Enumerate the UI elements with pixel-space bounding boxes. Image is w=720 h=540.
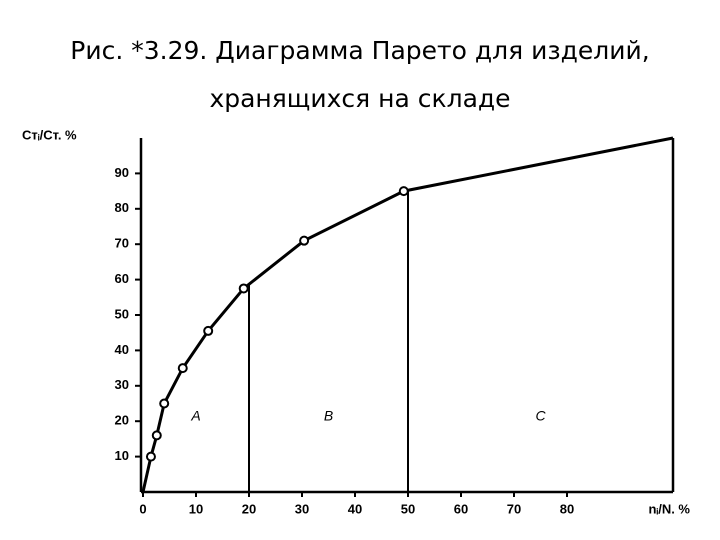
x-tick-label: 60: [454, 501, 468, 516]
x-tick-label: 10: [189, 501, 203, 516]
point-marker: [398, 186, 409, 197]
point-marker: [151, 430, 162, 441]
y-tick-label: 70: [115, 236, 129, 251]
y-tick-label: 40: [115, 342, 129, 357]
y-tick-label: 10: [115, 448, 129, 463]
point-marker: [177, 363, 188, 374]
point-marker: [203, 325, 214, 336]
y-tick-label: 50: [115, 306, 129, 321]
x-tick-label: 0: [139, 501, 146, 516]
point-marker: [299, 235, 310, 246]
x-tick-label: 30: [295, 501, 309, 516]
region-label: C: [535, 408, 546, 424]
y-axis-label: Стᵢ/Ст. %: [22, 127, 77, 142]
y-tick-label: 60: [115, 271, 129, 286]
x-axis-label: nᵢ/N. %: [648, 501, 690, 516]
x-tick-label: 40: [348, 501, 362, 516]
x-tick-label: 20: [242, 501, 256, 516]
y-tick-label: 30: [115, 377, 129, 392]
region-label: A: [190, 408, 200, 424]
point-marker: [145, 451, 156, 462]
x-tick-label: 50: [401, 501, 415, 516]
y-tick-label: 20: [115, 413, 129, 428]
x-tick-label: 70: [507, 501, 521, 516]
y-tick-label: 90: [115, 165, 129, 180]
chart-title: Рис. *3.29. Диаграмма Парето для изделий…: [70, 36, 649, 65]
region-label: B: [324, 408, 333, 424]
y-tick-label: 80: [115, 200, 129, 215]
x-tick-label: 80: [560, 501, 574, 516]
chart-subtitle: хранящихся на складе: [209, 84, 510, 113]
point-marker: [159, 398, 170, 409]
point-marker: [238, 283, 249, 294]
pareto-line: [141, 136, 674, 493]
